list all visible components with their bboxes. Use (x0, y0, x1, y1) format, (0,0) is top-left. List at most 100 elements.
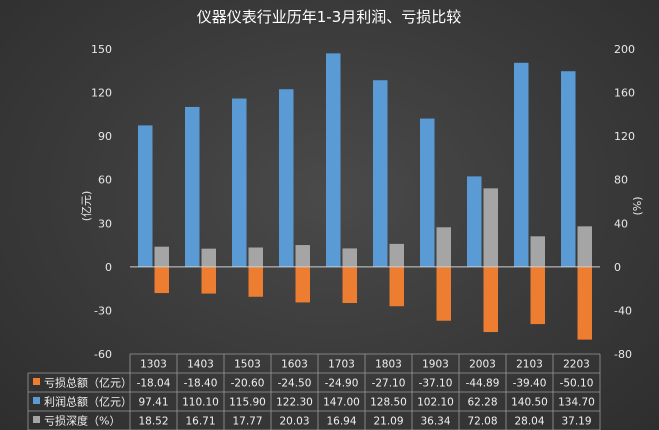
table-value-cell: 20.03 (279, 416, 309, 428)
right-tick-label: 40 (614, 217, 628, 230)
table-value-cell: 36.34 (420, 416, 450, 428)
table-value-cell: -24.90 (325, 378, 359, 390)
left-tick-label: 0 (105, 261, 112, 274)
loss-bar (530, 266, 545, 325)
right-tick-label: 80 (614, 174, 628, 187)
loss-depth-bar (154, 246, 169, 267)
table-value-cell: 16.71 (185, 416, 215, 428)
loss-bar (248, 266, 263, 297)
loss-bar (483, 266, 498, 333)
loss-depth-bar (295, 245, 310, 267)
right-tick-label: -80 (614, 348, 632, 361)
loss-bar (436, 266, 451, 321)
left-tick-label: 150 (91, 43, 112, 56)
loss-bar (342, 266, 357, 304)
bar-marks (138, 53, 592, 340)
loss-depth-bar (577, 226, 592, 267)
table-value-cell: 72.08 (467, 416, 497, 428)
table-value-cell: 102.10 (417, 397, 454, 409)
table-header-cell: 2003 (469, 359, 496, 371)
table-value-cell: 97.41 (138, 397, 168, 409)
profit-bar (279, 89, 294, 267)
profit-bar (138, 125, 153, 267)
table-value-cell: 16.94 (326, 416, 356, 428)
left-tick-label: -30 (94, 304, 112, 317)
right-tick-label: 120 (614, 130, 635, 143)
table-value-cell: -20.60 (231, 378, 265, 390)
table-header-cell: 1803 (375, 359, 402, 371)
left-tick-label: 60 (98, 174, 112, 187)
table-value-cell: 147.00 (323, 397, 360, 409)
loss-depth-bar (248, 247, 263, 267)
legend-swatch (33, 397, 40, 404)
loss-bar (201, 266, 216, 294)
table-row-label: 亏损深度（%） (44, 414, 120, 428)
loss-bar (389, 266, 404, 307)
loss-bar (577, 266, 592, 340)
right-axis-unit: (%) (631, 196, 644, 215)
profit-bar (420, 118, 435, 267)
table-value-cell: 110.10 (182, 397, 219, 409)
table-value-cell: 62.28 (467, 397, 497, 409)
table-header-cell: 1603 (281, 359, 308, 371)
right-tick-label: 200 (614, 43, 635, 56)
profit-bar (232, 98, 247, 267)
table-value-cell: -18.04 (137, 378, 171, 390)
table-header-cell: 1703 (328, 359, 355, 371)
left-tick-label: 90 (98, 130, 112, 143)
chart-title: 仪器仪表行业历年1-3月利润、亏损比较 (197, 8, 462, 26)
profit-bar (467, 176, 482, 267)
table-value-cell: 18.52 (138, 416, 168, 428)
table-row-label: 亏损总额（亿元） (44, 376, 132, 390)
legend-swatch (33, 378, 40, 385)
table-value-cell: 128.50 (370, 397, 407, 409)
right-tick-label: -40 (614, 304, 632, 317)
table-value-cell: 122.30 (276, 397, 313, 409)
table-value-cell: -37.10 (419, 378, 453, 390)
table-value-cell: -18.40 (184, 378, 218, 390)
table-value-cell: 37.19 (561, 416, 591, 428)
loss-depth-bar (483, 188, 498, 267)
table-value-cell: -50.10 (560, 378, 594, 390)
table-header-cell: 1503 (234, 359, 261, 371)
loss-depth-bar (389, 243, 404, 267)
profit-bar (561, 71, 576, 267)
left-tick-label: 30 (98, 217, 112, 230)
profit-bar (185, 106, 200, 267)
table-value-cell: 17.77 (232, 416, 262, 428)
left-tick-label: 120 (91, 87, 112, 100)
loss-depth-bar (436, 227, 451, 267)
profit-bar (373, 80, 388, 267)
left-axis-ticks: -60 -30 0 30 60 90 120 150 (91, 43, 112, 361)
table-value-cell: 134.70 (558, 397, 595, 409)
loss-bar (154, 266, 169, 294)
table-value-cell: 140.50 (511, 397, 548, 409)
loss-depth-bar (201, 248, 216, 267)
table-value-cell: -44.89 (466, 378, 500, 390)
loss-depth-bar (342, 248, 357, 267)
data-table: 1303 1403 1503 1603 1703 1803 1903 2003 2103 2203… (27, 353, 601, 430)
right-axis-ticks: -80 -40 0 40 80 120 160 200 (614, 43, 635, 361)
table-header-cell: 1903 (422, 359, 449, 371)
table-value-cell: -39.40 (513, 378, 547, 390)
profit-bar (326, 53, 341, 267)
loss-bar (295, 266, 310, 303)
table-value-cell: 28.04 (514, 416, 544, 428)
table-value-cell: -24.50 (278, 378, 312, 390)
loss-depth-bar (530, 236, 545, 267)
right-tick-label: 0 (614, 261, 621, 274)
table-value-cell: 21.09 (373, 416, 403, 428)
table-header-cell: 2203 (563, 359, 590, 371)
table-row-label: 利润总额（亿元） (44, 395, 132, 409)
table-value-cell: 115.90 (229, 397, 266, 409)
table-header-cell: 1403 (187, 359, 214, 371)
left-tick-label: -60 (94, 348, 112, 361)
profit-bar (514, 62, 529, 267)
table-header-cell: 2103 (516, 359, 543, 371)
legend-swatch (33, 416, 40, 423)
right-tick-label: 160 (614, 87, 635, 100)
table-value-cell: -27.10 (372, 378, 406, 390)
table-header-cell: 1303 (140, 359, 167, 371)
